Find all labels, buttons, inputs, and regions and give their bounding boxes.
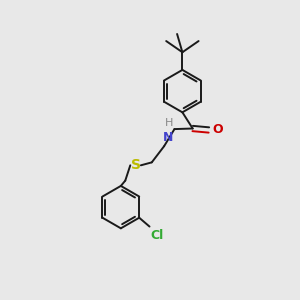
- Text: Cl: Cl: [150, 229, 164, 242]
- Text: N: N: [163, 131, 173, 144]
- Text: H: H: [165, 118, 173, 128]
- Text: O: O: [212, 124, 223, 136]
- Text: S: S: [130, 158, 141, 172]
